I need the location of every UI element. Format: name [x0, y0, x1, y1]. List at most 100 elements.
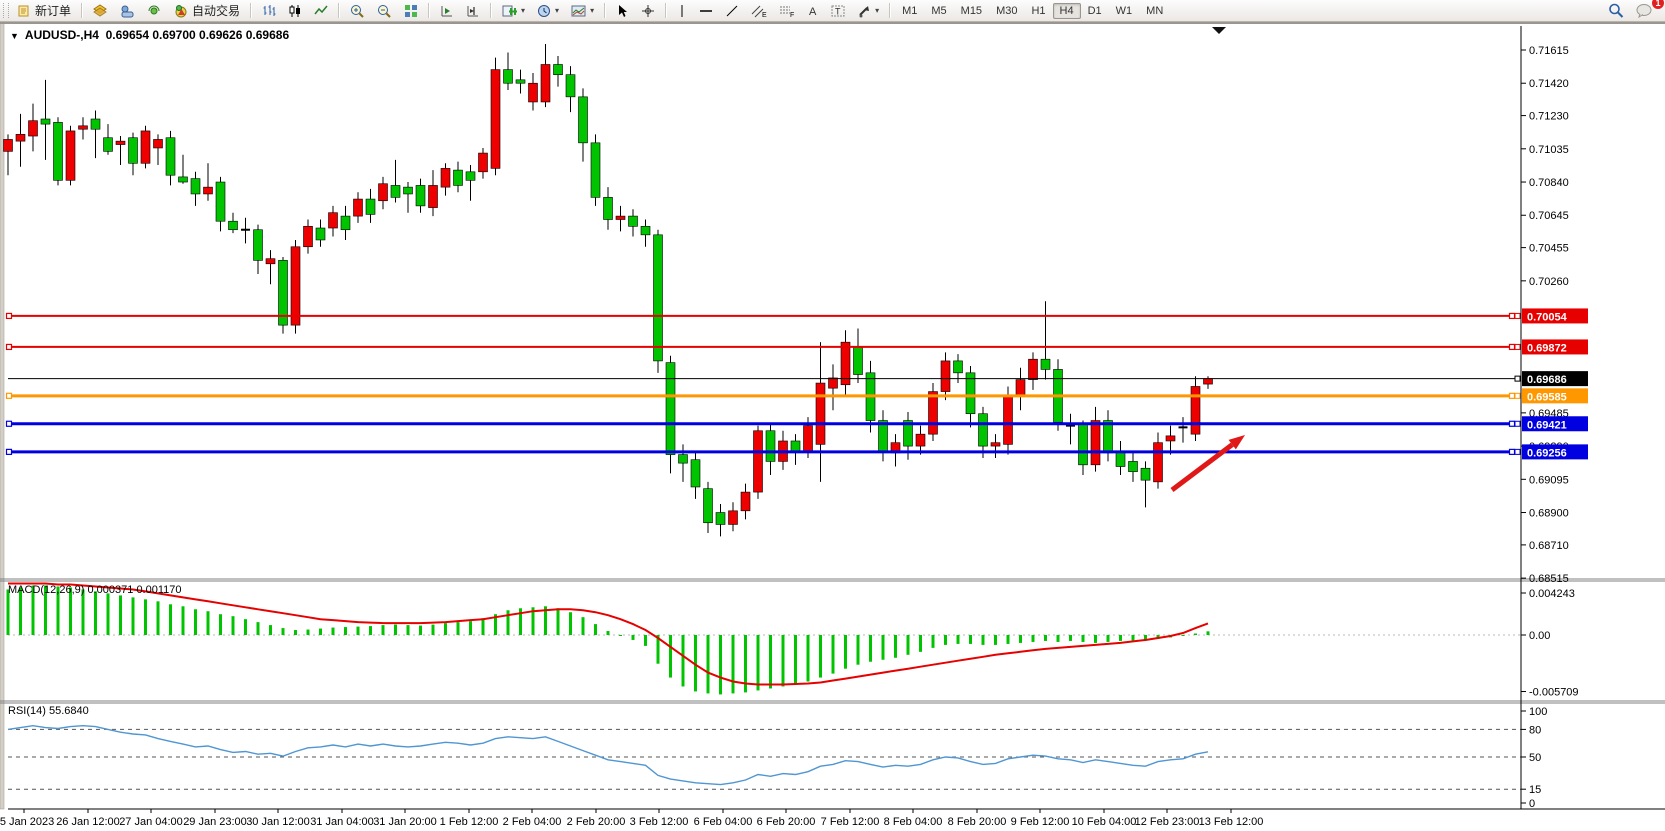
- indicators-button[interactable]: ▾: [496, 0, 531, 21]
- text-label-button[interactable]: T: [825, 0, 851, 21]
- indicators-icon: [502, 5, 518, 16]
- new-order-icon: [18, 5, 29, 16]
- separator: [490, 3, 493, 18]
- equidistant-channel-button[interactable]: E: [745, 0, 773, 21]
- main-toolbar: 新订单 自动交易: [0, 0, 1665, 22]
- svg-text:-0.005709: -0.005709: [1529, 687, 1579, 699]
- chart-shift-icon: [467, 5, 479, 16]
- svg-text:A: A: [809, 6, 817, 18]
- text-label-icon: T: [831, 5, 845, 16]
- candlestick-chart-icon: [289, 4, 301, 17]
- fibonacci-button[interactable]: F: [773, 0, 801, 21]
- cursor-button[interactable]: [610, 0, 635, 21]
- svg-text:2 Feb 04:00: 2 Feb 04:00: [503, 816, 562, 828]
- clock-icon: [538, 4, 551, 17]
- horizontal-line-button[interactable]: [693, 0, 719, 21]
- svg-text:0.71035: 0.71035: [1529, 144, 1569, 156]
- svg-text:0.69686: 0.69686: [1527, 374, 1567, 386]
- toolbar-grip[interactable]: [3, 3, 9, 18]
- chart-canvas[interactable]: 0.71615 0.71420 0.71230 0.71035 0.70840 0.706…: [0, 22, 1665, 829]
- templates-button[interactable]: ▾: [565, 0, 600, 21]
- separator: [889, 3, 892, 18]
- bar-chart-button[interactable]: [256, 0, 282, 21]
- timeframe-M30[interactable]: M30: [996, 4, 1018, 17]
- timeframe-M5[interactable]: M5: [931, 4, 947, 17]
- rsi-indicator-label: RSI(14) 55.6840: [8, 705, 89, 717]
- svg-text:0.69872: 0.69872: [1527, 342, 1567, 354]
- svg-text:26 Jan 12:00: 26 Jan 12:00: [56, 816, 120, 828]
- arrow-object-icon: [859, 5, 870, 17]
- new-order-button[interactable]: 新订单: [12, 0, 77, 21]
- svg-text:0.69256: 0.69256: [1527, 447, 1567, 459]
- svg-text:29 Jan 23:00: 29 Jan 23:00: [183, 816, 247, 828]
- svg-text:0: 0: [1529, 798, 1535, 810]
- candlestick-chart-button[interactable]: [282, 0, 308, 21]
- svg-text:31 Jan 20:00: 31 Jan 20:00: [373, 816, 437, 828]
- svg-text:0.68515: 0.68515: [1529, 573, 1569, 585]
- signals-button[interactable]: [141, 0, 168, 21]
- rsi-name: RSI(14): [8, 705, 46, 717]
- arrows-button[interactable]: ▾: [851, 0, 885, 21]
- svg-text:10 Feb 04:00: 10 Feb 04:00: [1072, 816, 1137, 828]
- auto-trading-button[interactable]: 自动交易: [168, 0, 246, 21]
- svg-text:0.004243: 0.004243: [1529, 588, 1575, 600]
- dropdown-caret: ▾: [521, 6, 526, 15]
- terminal-button[interactable]: [114, 0, 141, 21]
- line-chart-button[interactable]: [308, 0, 334, 21]
- separator: [81, 3, 84, 18]
- periods-button[interactable]: ▾: [531, 0, 565, 21]
- svg-text:6 Feb 20:00: 6 Feb 20:00: [757, 816, 816, 828]
- zoom-in-button[interactable]: [344, 0, 371, 21]
- svg-text:8 Feb 20:00: 8 Feb 20:00: [948, 816, 1007, 828]
- macd-name: MACD(12,26,9): [8, 584, 85, 596]
- svg-text:0.70645: 0.70645: [1529, 210, 1569, 222]
- timeframe-H4[interactable]: H4: [1052, 2, 1081, 19]
- timeframe-D1[interactable]: D1: [1087, 4, 1102, 17]
- zoom-out-button[interactable]: [371, 0, 398, 21]
- notifications-button[interactable]: 1: [1630, 0, 1664, 21]
- auto-trading-icon: [175, 4, 187, 17]
- timeframe-group: M1 M5 M15 M30 H1 H4 D1 W1 MN: [895, 2, 1170, 19]
- cursor-icon: [619, 4, 628, 17]
- svg-text:0.71615: 0.71615: [1529, 45, 1569, 57]
- one-click-expand-icon[interactable]: ▼: [10, 31, 19, 41]
- timeframe-M1[interactable]: M1: [902, 4, 918, 17]
- market-depth-icon: [93, 3, 107, 17]
- svg-text:25 Jan 2023: 25 Jan 2023: [0, 816, 54, 828]
- chart-shift-button[interactable]: [460, 0, 486, 21]
- text-icon: A: [809, 6, 817, 18]
- svg-text:80: 80: [1529, 724, 1541, 736]
- svg-text:0.69585: 0.69585: [1527, 391, 1567, 403]
- vertical-line-button[interactable]: [671, 0, 693, 21]
- timeframe-M15[interactable]: M15: [960, 4, 983, 17]
- tile-windows-icon: [405, 4, 418, 17]
- crosshair-icon: [642, 4, 655, 17]
- svg-text:T: T: [835, 6, 841, 16]
- rsi-value: 55.6840: [48, 705, 89, 717]
- text-button[interactable]: A: [801, 0, 825, 21]
- crosshair-button[interactable]: [635, 0, 661, 21]
- search-button[interactable]: [1602, 0, 1630, 21]
- trendline-button[interactable]: [719, 0, 745, 21]
- zoom-in-icon: [351, 4, 364, 18]
- svg-text:27 Jan 04:00: 27 Jan 04:00: [119, 816, 183, 828]
- market-depth-button[interactable]: [87, 0, 114, 21]
- timeframe-H1[interactable]: H1: [1031, 4, 1046, 17]
- timeframe-MN[interactable]: MN: [1146, 4, 1164, 17]
- svg-text:E: E: [762, 12, 767, 18]
- svg-text:50: 50: [1529, 752, 1541, 764]
- equidistant-channel-icon: E: [751, 5, 767, 18]
- svg-text:6 Feb 04:00: 6 Feb 04:00: [694, 816, 753, 828]
- horizontal-line-icon: [700, 9, 713, 12]
- svg-text:9 Feb 12:00: 9 Feb 12:00: [1011, 816, 1070, 828]
- timeframe-W1[interactable]: W1: [1115, 4, 1133, 17]
- notification-badge: 1: [1652, 0, 1664, 9]
- auto-scroll-button[interactable]: [434, 0, 460, 21]
- auto-scroll-icon: [441, 5, 453, 16]
- dropdown-caret: ▾: [555, 6, 560, 15]
- tile-windows-button[interactable]: [398, 0, 424, 21]
- svg-text:0.70054: 0.70054: [1527, 311, 1568, 323]
- line-chart-icon: [314, 5, 328, 14]
- svg-text:1 Feb 12:00: 1 Feb 12:00: [440, 816, 499, 828]
